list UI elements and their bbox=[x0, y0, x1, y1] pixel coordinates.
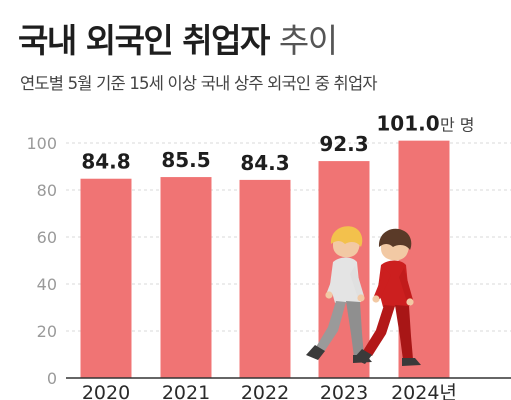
x-tick-label: 2023 bbox=[320, 382, 368, 400]
x-tick-label: 2020 bbox=[82, 382, 130, 400]
x-tick-label: 2022 bbox=[241, 382, 289, 400]
y-tick-label: 40 bbox=[37, 275, 57, 294]
value-labels: 84.8 85.5 84.3 92.3 101.0 만 명 bbox=[81, 112, 474, 175]
value-label: 84.3 bbox=[240, 151, 289, 175]
y-tick-label: 60 bbox=[37, 228, 57, 247]
value-label: 101.0 bbox=[376, 112, 439, 136]
value-label: 85.5 bbox=[161, 148, 210, 172]
bar bbox=[160, 177, 212, 378]
title-light: 추이 bbox=[278, 21, 338, 60]
y-tick-label: 0 bbox=[47, 369, 57, 388]
x-axis-ticks: 2020 2021 2022 2023 2024년 bbox=[82, 382, 457, 400]
y-tick-label: 20 bbox=[37, 322, 57, 341]
page-subtitle: 연도별 5월 기준 15세 이상 국내 상주 외국인 중 취업자 bbox=[20, 74, 378, 93]
bar bbox=[239, 179, 291, 378]
y-tick-label: 80 bbox=[37, 181, 57, 200]
unit-label: 만 명 bbox=[440, 116, 475, 135]
value-label: 84.8 bbox=[81, 150, 130, 174]
x-tick-label: 2024년 bbox=[391, 382, 457, 400]
title-main: 국내 외국인 취업자 bbox=[18, 21, 270, 60]
value-label: 92.3 bbox=[319, 132, 368, 156]
walking-person-icon bbox=[353, 228, 421, 366]
x-tick-label: 2021 bbox=[162, 382, 210, 400]
walking-person-icon bbox=[306, 226, 372, 363]
y-axis-ticks: 0 20 40 60 80 100 bbox=[26, 134, 57, 388]
bar bbox=[80, 178, 132, 378]
two-walking-people-icon bbox=[306, 226, 421, 366]
page-title: 국내 외국인 취업자 추이 bbox=[18, 14, 338, 62]
y-tick-label: 100 bbox=[26, 134, 57, 153]
